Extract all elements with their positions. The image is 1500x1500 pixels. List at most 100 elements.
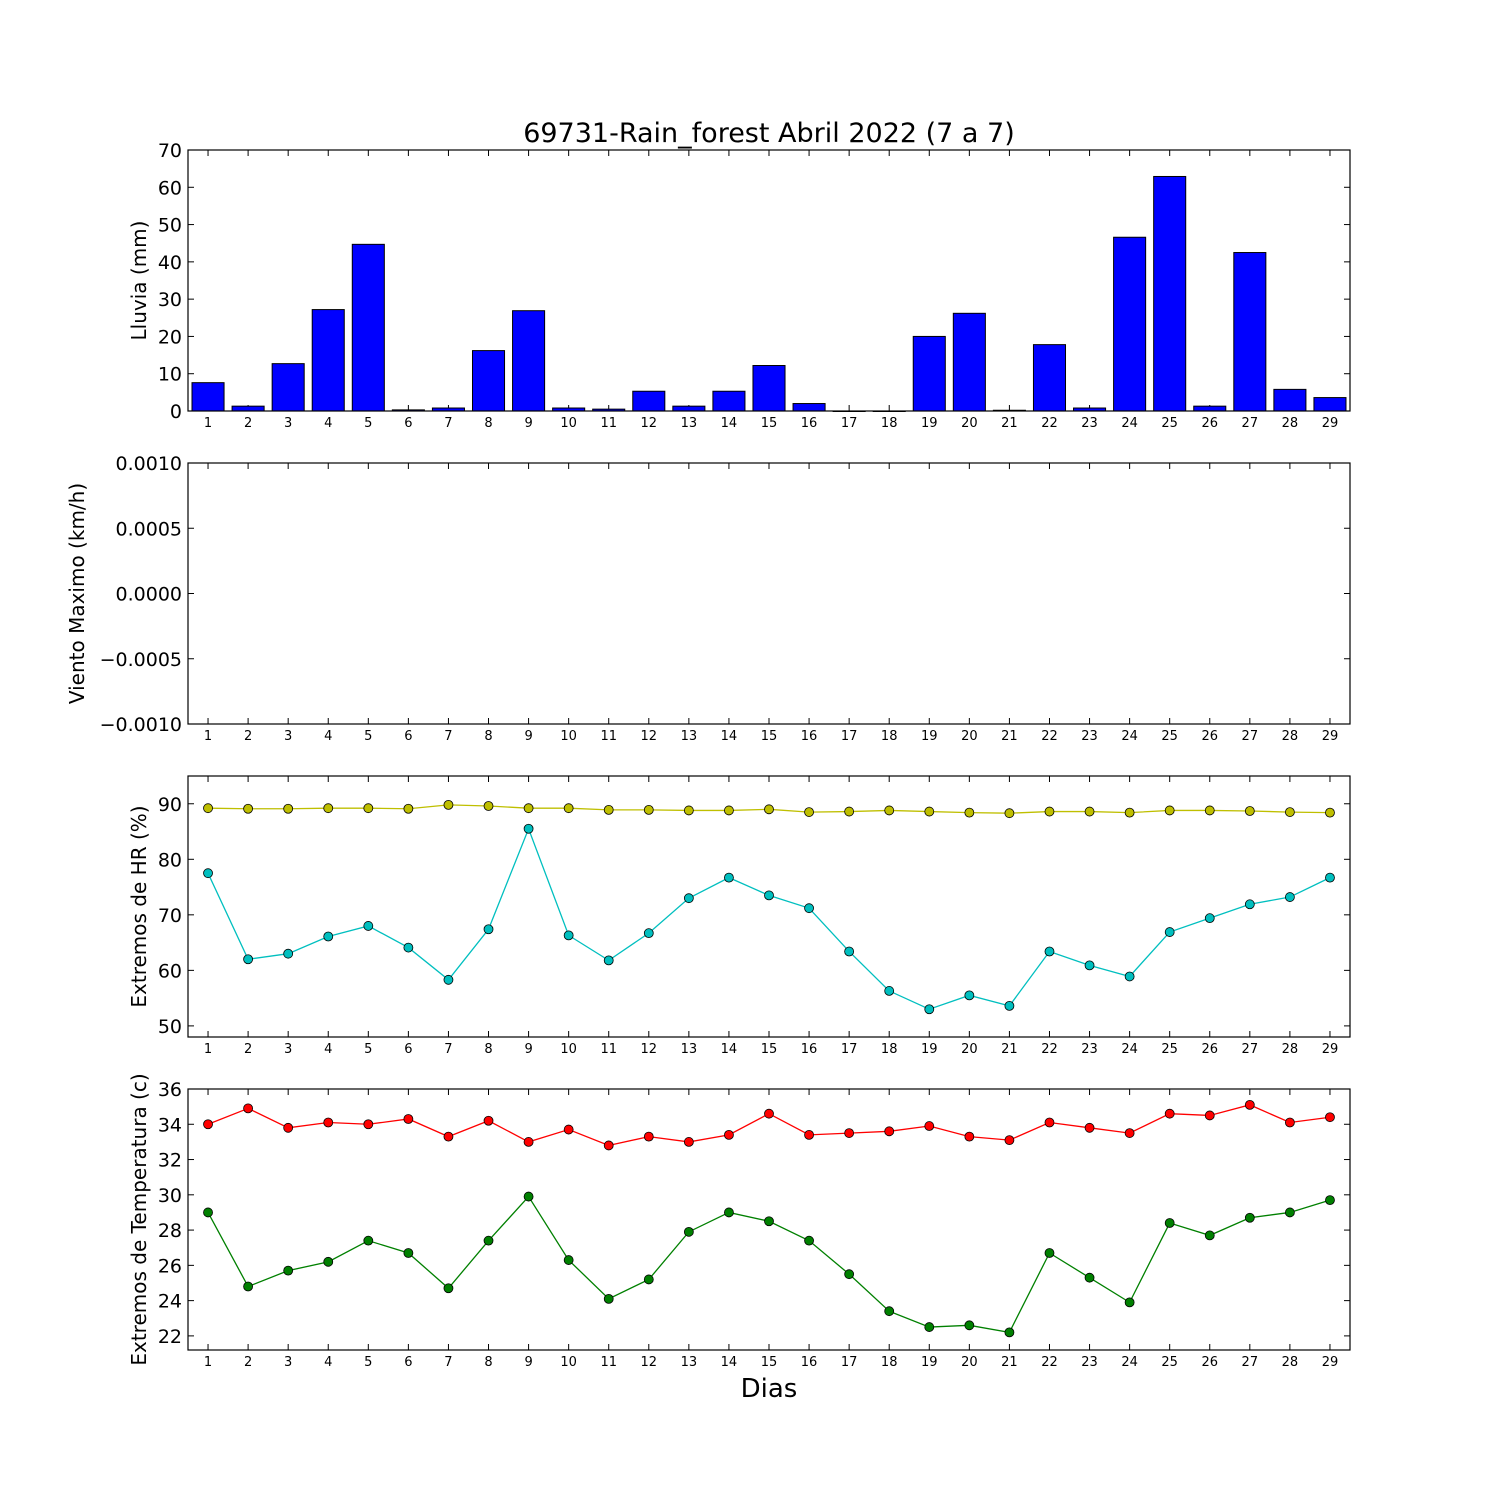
y-tick-label: 26 xyxy=(158,1255,182,1277)
t_max-point xyxy=(844,1128,855,1138)
x-tick-label: 5 xyxy=(364,729,372,744)
x-tick-label: 17 xyxy=(841,729,858,744)
hr_max-point xyxy=(563,803,574,814)
x-tick-label: 24 xyxy=(1121,729,1138,744)
rain-bar xyxy=(1313,397,1347,412)
y-axis-label: Extremos de HR (%) xyxy=(127,805,151,1007)
t_min-point xyxy=(804,1235,814,1246)
t_max-point xyxy=(924,1121,935,1131)
x-tick-label: 27 xyxy=(1242,416,1259,431)
x-tick-label: 2 xyxy=(244,1042,252,1057)
x-tick-label: 25 xyxy=(1161,1355,1178,1370)
t_min-point xyxy=(323,1256,334,1267)
x-axis-label: Dias xyxy=(741,1374,798,1404)
x-tick-label: 29 xyxy=(1322,1042,1339,1057)
x-tick-label: 22 xyxy=(1041,1355,1058,1370)
x-tick-label: 10 xyxy=(560,729,577,744)
t_min-point xyxy=(724,1207,734,1218)
x-tick-label: 19 xyxy=(921,729,938,744)
t_min-point xyxy=(563,1255,574,1265)
hr_max-point xyxy=(603,804,614,815)
x-tick-label: 19 xyxy=(921,1355,938,1370)
x-tick-label: 12 xyxy=(641,729,658,744)
hr_max-point xyxy=(203,803,213,814)
x-tick-label: 26 xyxy=(1201,1355,1218,1370)
rain-bar xyxy=(271,363,305,412)
y-axis-label: Viento Maximo (km/h) xyxy=(65,483,89,704)
x-tick-label: 14 xyxy=(721,1042,738,1057)
x-tick-label: 28 xyxy=(1282,1355,1299,1370)
t_max-point xyxy=(964,1131,975,1142)
y-axis-label: Extremos de Temperatura (c) xyxy=(127,1073,151,1365)
x-tick-label: 9 xyxy=(524,1355,532,1370)
x-tick-label: 21 xyxy=(1001,1042,1018,1057)
x-tick-label: 1 xyxy=(204,1042,212,1057)
y-tick-label: 22 xyxy=(158,1326,182,1348)
t_max-point xyxy=(403,1114,414,1124)
y-tick-label: 60 xyxy=(158,177,182,199)
t_min-point xyxy=(1084,1272,1095,1283)
t_max-point xyxy=(884,1126,895,1137)
x-tick-label: 25 xyxy=(1161,1042,1178,1057)
hr_min-point xyxy=(603,955,614,966)
t_min-point xyxy=(483,1235,494,1246)
hr_max-point xyxy=(1325,807,1335,818)
x-tick-label: 12 xyxy=(641,1042,658,1057)
t_max-point xyxy=(443,1131,454,1142)
x-tick-label: 9 xyxy=(524,416,532,431)
plot-frame xyxy=(187,775,1351,1038)
t_min-point xyxy=(764,1216,774,1227)
hr_max-point xyxy=(483,801,494,811)
x-tick-label: 11 xyxy=(600,729,617,744)
hr_max-point xyxy=(683,805,694,816)
x-tick-label: 8 xyxy=(484,1355,492,1370)
hr_max-point xyxy=(1204,805,1215,816)
x-tick-label: 13 xyxy=(681,729,698,744)
x-tick-label: 1 xyxy=(204,1355,212,1370)
hr_max-point xyxy=(523,803,534,814)
x-tick-label: 26 xyxy=(1201,1042,1218,1057)
x-tick-label: 3 xyxy=(284,1355,292,1370)
x-tick-label: 24 xyxy=(1121,416,1138,431)
x-tick-label: 4 xyxy=(324,416,332,431)
x-tick-label: 3 xyxy=(284,729,292,744)
t_min-point xyxy=(243,1281,254,1292)
x-tick-label: 14 xyxy=(721,1355,738,1370)
x-tick-label: 27 xyxy=(1242,729,1259,744)
t_min-point xyxy=(1284,1207,1295,1218)
x-tick-label: 8 xyxy=(484,729,492,744)
hr_max-point xyxy=(443,799,454,810)
hr_min-point xyxy=(1204,913,1215,924)
rain-bar xyxy=(471,350,506,412)
t_max-point xyxy=(643,1131,654,1142)
x-tick-label: 8 xyxy=(484,1042,492,1057)
x-tick-label: 12 xyxy=(641,1355,658,1370)
y-tick-label: −0.0005 xyxy=(100,649,182,671)
hr_max-point xyxy=(804,807,814,817)
hr_min-point xyxy=(483,924,494,935)
hr_min-point xyxy=(443,974,454,985)
x-tick-label: 7 xyxy=(444,416,452,431)
x-tick-label: 3 xyxy=(284,416,292,431)
x-tick-label: 22 xyxy=(1041,729,1058,744)
t_max-point xyxy=(1004,1135,1015,1146)
hr_max-point xyxy=(964,807,975,818)
hr_min-point xyxy=(1164,927,1175,937)
x-tick-label: 26 xyxy=(1201,729,1218,744)
hr_min-point xyxy=(924,1004,935,1015)
x-tick-label: 15 xyxy=(761,1042,778,1057)
rain-bar xyxy=(672,405,706,412)
hr_min-point xyxy=(884,986,895,996)
x-tick-label: 29 xyxy=(1322,1355,1339,1370)
x-tick-label: 28 xyxy=(1282,1042,1299,1057)
hr_min-point xyxy=(1044,946,1055,957)
rain-bar xyxy=(752,365,786,412)
t_max-point xyxy=(1164,1108,1175,1119)
x-tick-label: 5 xyxy=(364,1042,372,1057)
t_min-point xyxy=(1164,1218,1175,1228)
t_min-point xyxy=(1204,1230,1215,1241)
y-tick-label: 32 xyxy=(158,1150,182,1172)
x-tick-label: 7 xyxy=(444,1042,452,1057)
